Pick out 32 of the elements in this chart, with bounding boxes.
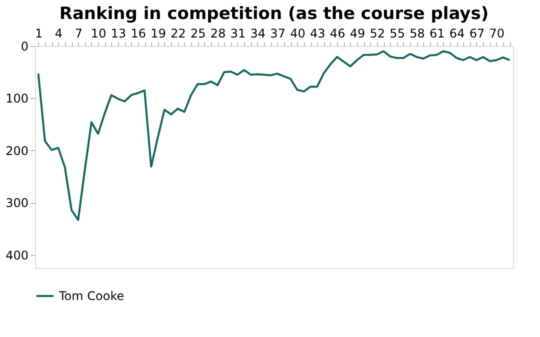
x-tick-label: 49 — [350, 26, 366, 40]
x-tick-label: 52 — [370, 26, 386, 40]
x-tick-label: 37 — [270, 26, 286, 40]
line-series — [37, 50, 511, 221]
x-tick-label: 67 — [469, 26, 485, 40]
y-tick-label: 100 — [6, 92, 28, 106]
x-tick-label: 61 — [430, 26, 445, 40]
y-tick-label: 400 — [6, 248, 28, 262]
x-tick-label: 22 — [170, 26, 186, 40]
x-tick-label: 13 — [110, 26, 126, 40]
x-tick-label: 25 — [190, 26, 206, 40]
x-tick-label: 46 — [330, 26, 346, 40]
x-tick-label: 70 — [489, 26, 505, 40]
legend-label: Tom Cooke — [58, 289, 124, 303]
x-tick-label: 55 — [390, 26, 405, 40]
x-tick-label: 10 — [90, 26, 106, 40]
x-tick-label: 28 — [210, 26, 226, 40]
x-tick-label: 4 — [54, 26, 63, 40]
chart-title: Ranking in competition (as the course plays) — [59, 4, 489, 24]
y-tick-label: 200 — [6, 144, 28, 158]
x-tick-label: 40 — [290, 26, 306, 40]
x-tick-label: 16 — [130, 26, 146, 40]
x-tick-label: 1 — [35, 26, 43, 40]
x-tick-label: 31 — [230, 26, 246, 40]
y-tick-label: 300 — [6, 196, 28, 210]
x-tick-label: 43 — [310, 26, 326, 40]
x-tick-label: 19 — [150, 26, 166, 40]
y-tick-label: 0 — [20, 40, 28, 54]
x-tick-label: 64 — [449, 26, 465, 40]
x-tick-label: 58 — [410, 26, 425, 40]
x-tick-label: 7 — [74, 26, 82, 40]
x-tick-label: 34 — [250, 26, 266, 40]
